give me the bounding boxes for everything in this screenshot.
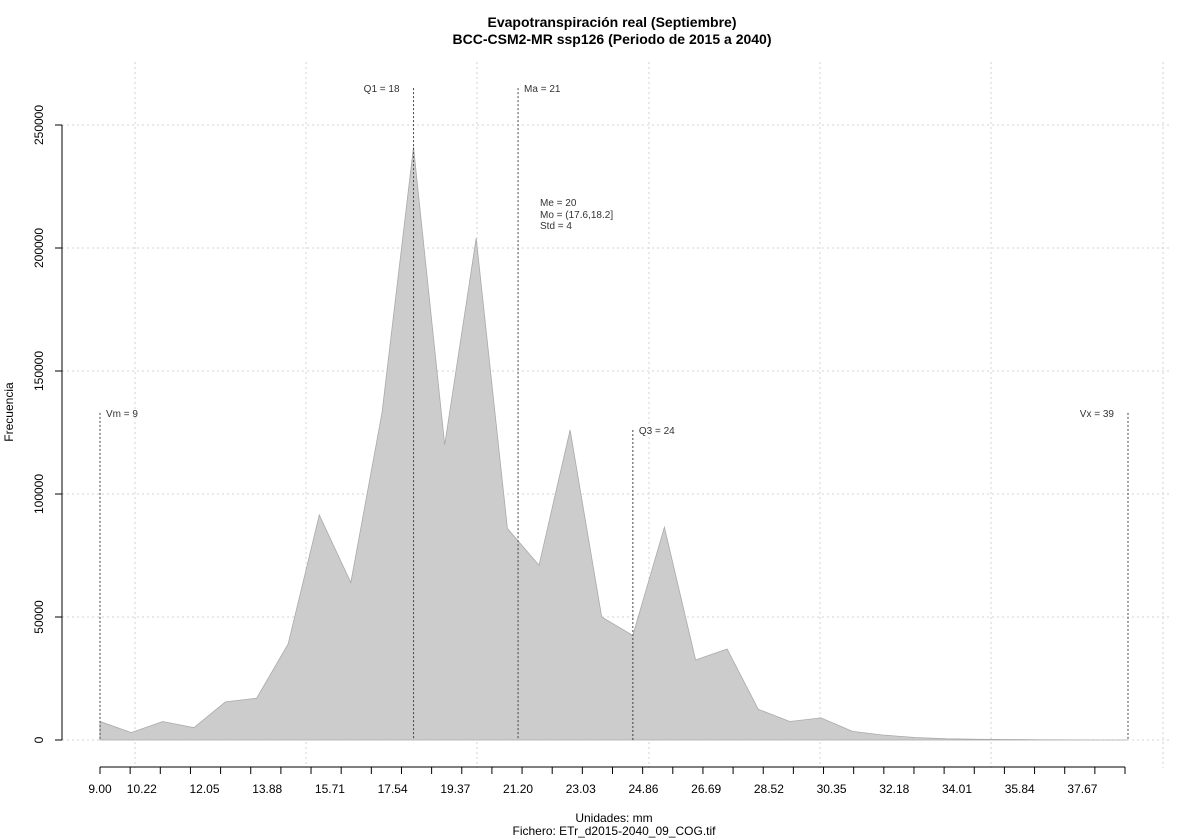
annotation-lines: Vm = 9 Q1 = 18 Ma = 21 Q3 = 24 Vx = 39 xyxy=(99,84,1129,740)
annotation-label-q3: Q3 = 24 xyxy=(639,426,675,437)
x-tick-label-9: 24.86 xyxy=(628,782,658,796)
annotation-label-q1: Q1 = 18 xyxy=(364,84,400,95)
x-tick-label-4: 15.71 xyxy=(315,782,345,796)
y-tick-label-3: 150000 xyxy=(32,351,46,391)
y-axis: 0 50000 100000 150000 200000 250000 xyxy=(32,105,63,743)
x-tick-label-2: 12.05 xyxy=(189,782,219,796)
x-tick-label-10: 26.69 xyxy=(691,782,721,796)
stat-mo: Mo = (17.6,18.2] xyxy=(540,210,613,221)
area-fill xyxy=(99,147,1128,741)
y-tick-label-1: 50000 xyxy=(32,600,46,634)
y-tick-label-0: 0 xyxy=(32,736,46,743)
x-tick-label-12: 30.35 xyxy=(817,782,847,796)
x-tick-label-7: 21.20 xyxy=(503,782,533,796)
x-tick-label-1: 10.22 xyxy=(127,782,157,796)
annotation-label-vx: Vx = 39 xyxy=(1080,409,1115,420)
stat-std: Std = 4 xyxy=(540,221,572,232)
x-tick-label-13: 32.18 xyxy=(879,782,909,796)
x-tick-label-5: 17.54 xyxy=(378,782,408,796)
file-footer: Fichero: ETr_d2015-2040_09_COG.tif xyxy=(513,824,717,838)
x-axis-label: Unidades: mm xyxy=(575,811,652,825)
chart-title: Evapotranspiración real (Septiembre) xyxy=(488,14,737,30)
y-tick-label-2: 100000 xyxy=(32,474,46,514)
x-tick-label-3: 13.88 xyxy=(252,782,282,796)
annotation-label-ma: Ma = 21 xyxy=(524,84,561,95)
x-tick-label-16: 37.67 xyxy=(1067,782,1097,796)
chart-subtitle: BCC-CSM2-MR ssp126 (Periodo de 2015 a 20… xyxy=(453,31,772,47)
area-series xyxy=(99,147,1128,741)
stat-me: Me = 20 xyxy=(540,198,577,209)
x-tick-label-11: 28.52 xyxy=(754,782,784,796)
x-tick-label-15: 35.84 xyxy=(1005,782,1035,796)
x-tick-label-8: 23.03 xyxy=(566,782,596,796)
annotation-label-vm: Vm = 9 xyxy=(106,409,138,420)
x-tick-label-6: 19.37 xyxy=(440,782,470,796)
y-tick-label-5: 250000 xyxy=(32,105,46,145)
x-axis: 9.00 10.22 12.05 13.88 15.71 17.54 19.37 21.20 2… xyxy=(88,766,1126,796)
x-tick-label-14: 34.01 xyxy=(942,782,972,796)
y-axis-label: Frecuencia xyxy=(2,382,16,442)
y-tick-label-4: 200000 xyxy=(32,228,46,268)
x-tick-label-0: 9.00 xyxy=(88,782,112,796)
